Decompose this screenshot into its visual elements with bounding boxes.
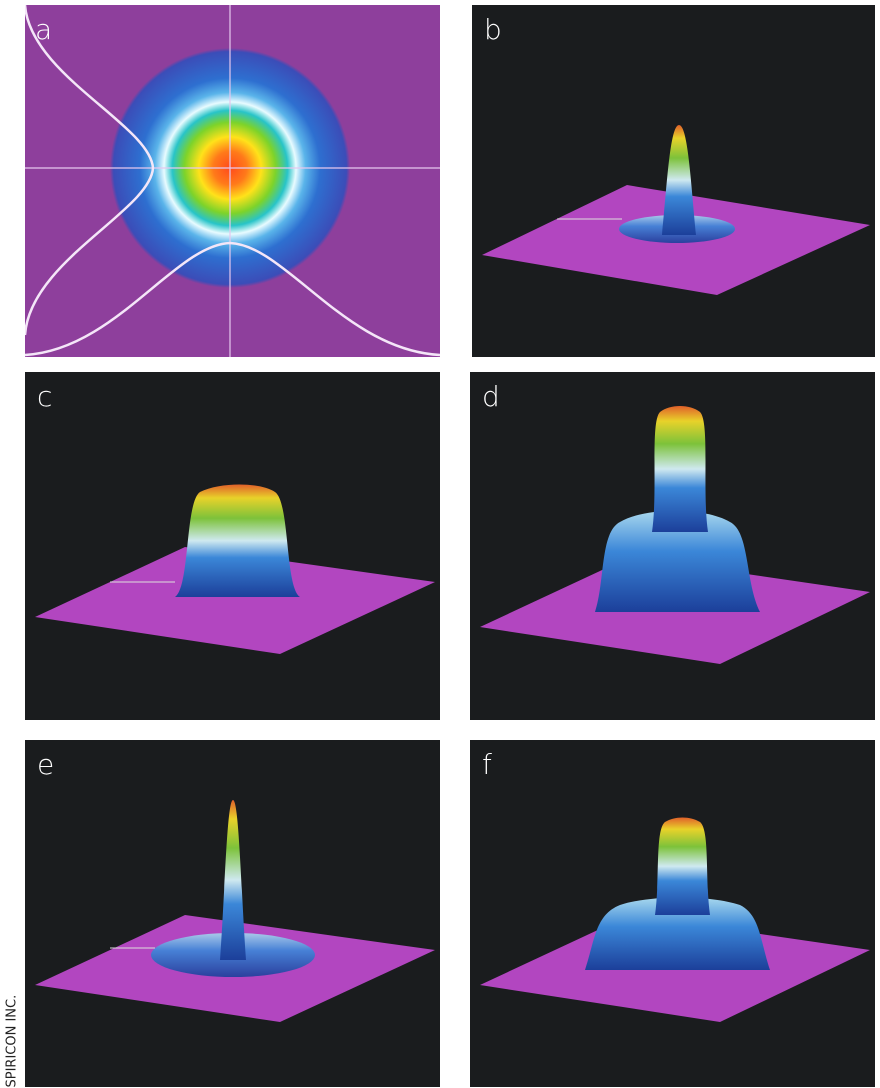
panel-f: f <box>470 740 875 1087</box>
panel-label: b <box>484 13 502 46</box>
panel-label: d <box>482 380 500 413</box>
peak <box>655 818 710 916</box>
panel-label: a <box>35 13 52 46</box>
panel-label: c <box>37 380 52 413</box>
panel-b: b <box>472 5 875 357</box>
peak <box>652 406 708 532</box>
panel-label: e <box>37 748 54 781</box>
panel-e: e <box>25 740 440 1087</box>
panel-a: a <box>25 5 440 357</box>
page: a b c d e f SPIRICON INC. (() => { const… <box>0 0 880 1087</box>
panel-label: f <box>482 748 492 781</box>
panel-d: d <box>470 372 875 720</box>
panel-c: c <box>25 372 440 720</box>
credit: SPIRICON INC. <box>5 988 20 1088</box>
